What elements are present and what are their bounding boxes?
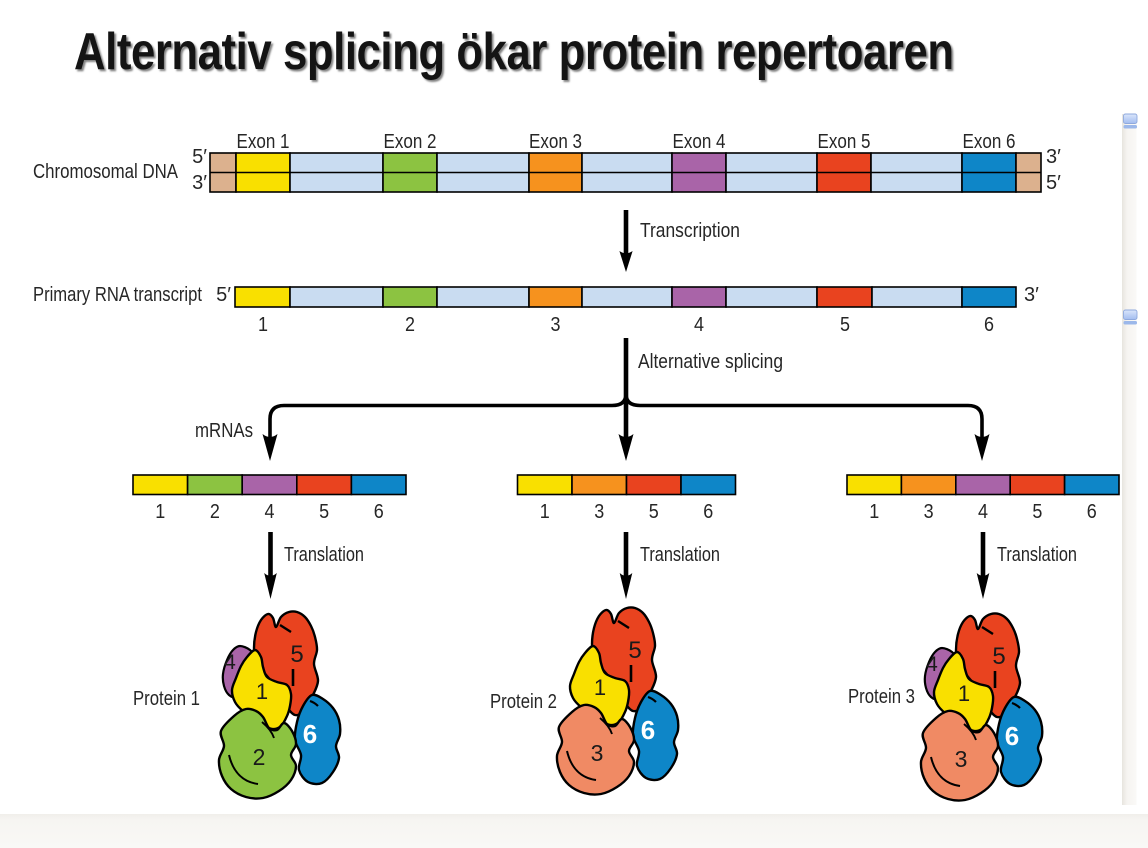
svg-text:1: 1	[958, 681, 970, 706]
svg-text:6: 6	[374, 500, 384, 523]
svg-text:5: 5	[319, 500, 329, 523]
svg-text:Protein 3: Protein 3	[848, 685, 915, 708]
svg-text:1: 1	[869, 500, 879, 523]
svg-text:5′: 5′	[1046, 172, 1061, 194]
svg-text:4: 4	[694, 313, 704, 336]
svg-text:Exon 1: Exon 1	[237, 130, 290, 153]
svg-text:5: 5	[628, 637, 641, 664]
svg-text:6: 6	[984, 313, 994, 336]
svg-text:4: 4	[978, 500, 988, 523]
svg-text:Exon 5: Exon 5	[818, 130, 871, 153]
svg-text:4: 4	[224, 651, 236, 674]
svg-text:1: 1	[256, 679, 268, 704]
svg-text:1: 1	[258, 313, 268, 336]
svg-text:Primary RNA transcript: Primary RNA transcript	[33, 283, 202, 306]
svg-text:Protein 1: Protein 1	[133, 687, 200, 710]
svg-text:Exon 3: Exon 3	[529, 130, 582, 153]
svg-text:5: 5	[290, 641, 303, 668]
svg-text:Protein 2: Protein 2	[490, 690, 557, 713]
svg-text:Translation: Translation	[284, 543, 364, 566]
svg-text:3: 3	[924, 500, 934, 523]
svg-text:2: 2	[253, 744, 266, 770]
svg-text:Exon 4: Exon 4	[673, 130, 726, 153]
svg-text:1: 1	[540, 500, 550, 523]
svg-text:5′: 5′	[216, 284, 231, 306]
svg-text:3: 3	[591, 740, 604, 766]
svg-text:3: 3	[551, 313, 561, 336]
svg-text:5: 5	[649, 500, 659, 523]
svg-text:mRNAs: mRNAs	[195, 419, 253, 442]
svg-text:3′: 3′	[1024, 284, 1039, 306]
svg-text:5: 5	[992, 643, 1005, 670]
svg-text:6: 6	[1005, 721, 1019, 751]
svg-text:2: 2	[210, 500, 220, 523]
svg-text:6: 6	[641, 715, 655, 745]
svg-text:Chromosomal DNA: Chromosomal DNA	[33, 160, 178, 183]
svg-text:5′: 5′	[192, 146, 207, 168]
svg-text:5: 5	[840, 313, 850, 336]
svg-text:Translation: Translation	[997, 543, 1077, 566]
svg-text:2: 2	[405, 313, 415, 336]
svg-text:4: 4	[926, 653, 938, 676]
svg-text:Transcription: Transcription	[640, 219, 740, 242]
svg-text:3: 3	[955, 746, 968, 772]
svg-text:4: 4	[265, 500, 275, 523]
svg-text:Exon 2: Exon 2	[384, 130, 437, 153]
svg-text:1: 1	[155, 500, 165, 523]
svg-text:3′: 3′	[192, 172, 207, 194]
svg-text:Exon 6: Exon 6	[963, 130, 1016, 153]
svg-text:3′: 3′	[1046, 146, 1061, 168]
svg-text:Translation: Translation	[640, 543, 720, 566]
svg-text:6: 6	[703, 500, 713, 523]
svg-text:Alternative splicing: Alternative splicing	[638, 350, 783, 373]
svg-text:5: 5	[1032, 500, 1042, 523]
svg-text:1: 1	[594, 675, 606, 700]
svg-text:3: 3	[594, 500, 604, 523]
svg-text:6: 6	[303, 719, 317, 749]
svg-text:6: 6	[1087, 500, 1097, 523]
